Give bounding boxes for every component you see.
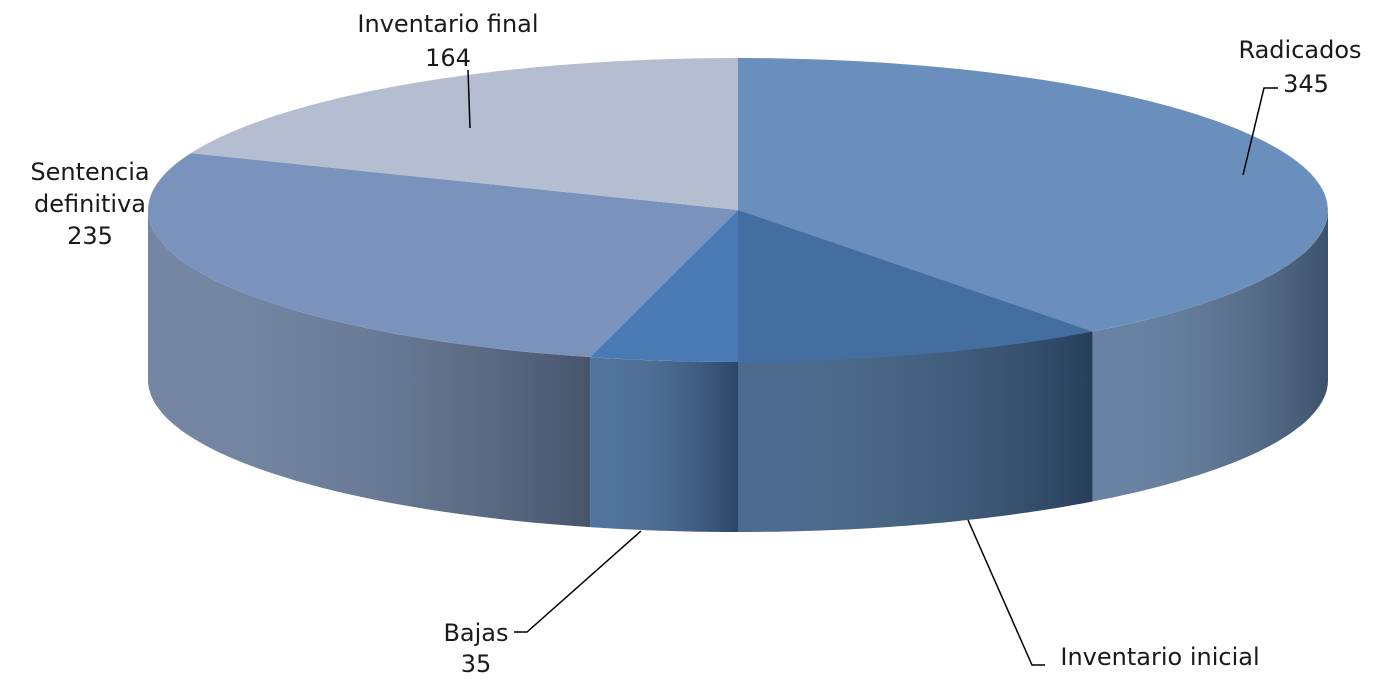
data-label-radicados-value: 345 <box>1283 70 1329 98</box>
data-label-sentencia-definitiva: Sentencia definitiva 235 <box>30 158 149 250</box>
leader-line-radicados <box>1242 87 1278 176</box>
data-label-sentencia-definitiva-name-2: definitiva <box>34 190 146 218</box>
data-label-inventario-final-value: 164 <box>425 44 471 72</box>
leader-line-inventario-inicial <box>967 519 1045 666</box>
leader-line-bajas <box>514 530 642 633</box>
data-label-inventario-final-name: Inventario final <box>357 10 538 38</box>
data-label-sentencia-definitiva-name-1: Sentencia <box>30 158 149 186</box>
data-label-inventario-inicial: Inventario inicial 89 <box>1060 643 1259 681</box>
pie-wall-shading-bajas <box>590 357 738 532</box>
data-label-bajas-name: Bajas <box>443 619 508 647</box>
pie-slice-bajas <box>590 210 738 362</box>
pie-slice-radicados <box>738 58 1328 332</box>
pie-wall-shading-sentencia-definitiva <box>148 210 591 528</box>
pie-slice-inventario-inicial <box>738 210 1093 362</box>
pie-slice-sentencia-definitiva <box>148 153 738 358</box>
data-label-radicados: Radicados 345 <box>1238 36 1361 98</box>
data-label-bajas: Bajas 35 <box>443 619 508 678</box>
leader-lines <box>467 69 1278 666</box>
pie-top-faces <box>148 58 1328 362</box>
data-label-sentencia-definitiva-value: 235 <box>67 222 113 250</box>
pie-wall-shading-radicados <box>1092 210 1328 502</box>
leader-line-inventario-final <box>467 69 471 129</box>
pie-slice-inventario-final <box>190 58 738 210</box>
pie-side-walls <box>148 210 1328 532</box>
data-label-bajas-value: 35 <box>461 650 492 677</box>
data-label-radicados-name: Radicados <box>1238 36 1361 64</box>
data-label-inventario-inicial-name: Inventario inicial <box>1060 643 1259 671</box>
data-label-inventario-final: Inventario final 164 <box>357 10 538 72</box>
pie-wall-shading-inventario-inicial <box>738 331 1093 532</box>
